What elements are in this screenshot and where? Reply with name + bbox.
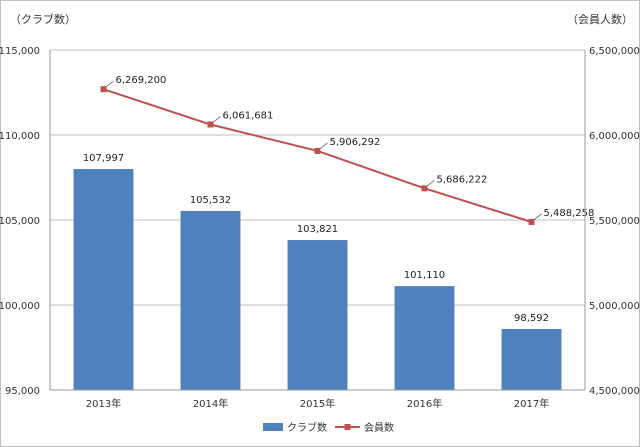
bar-data-label: 98,592 — [514, 313, 549, 324]
bar-series: 107,997 105,532 103,821 101,110 98,592 — [73, 153, 562, 390]
line-point — [100, 86, 107, 93]
leader-line — [426, 180, 435, 187]
line-point — [421, 185, 428, 192]
left-tick-label: 95,000 — [5, 386, 40, 397]
left-axis-ticks: 95,000 100,000 105,000 110,000 115,000 — [0, 46, 40, 397]
left-axis-unit-label: （クラブ数） — [10, 12, 76, 26]
right-tick-label: 6,500,000 — [589, 46, 640, 57]
line-point — [528, 218, 535, 225]
legend-label: クラブ数 — [287, 421, 327, 434]
axes — [49, 50, 586, 391]
x-tick-label: 2016年 — [407, 397, 442, 410]
series-line — [103, 88, 532, 223]
legend-swatch-bar — [263, 423, 283, 431]
x-axis-ticks: 2013年 2014年 2015年 2016年 2017年 — [86, 397, 549, 410]
leader-line — [212, 116, 221, 123]
line-point — [314, 147, 321, 154]
bar — [73, 169, 134, 390]
bar — [180, 210, 241, 390]
bar — [287, 240, 348, 390]
line-data-label: 6,269,200 — [116, 75, 167, 86]
right-tick-label: 6,000,000 — [589, 131, 640, 142]
x-tick-label: 2015年 — [300, 397, 335, 410]
leader-line — [105, 80, 114, 88]
x-tick-label: 2013年 — [86, 397, 121, 410]
right-axis-unit-label: （会員人数） — [567, 13, 633, 26]
left-tick-label: 100,000 — [0, 301, 40, 312]
bar-data-label: 105,532 — [190, 195, 231, 206]
line-data-label: 5,686,222 — [437, 174, 488, 185]
right-axis-ticks: 4,500,000 5,000,000 5,500,000 6,000,000 6,50… — [589, 46, 640, 397]
line-data-label: 5,488,258 — [544, 208, 595, 219]
right-tick-label: 5,000,000 — [589, 301, 640, 312]
bar-data-label: 107,997 — [83, 153, 124, 164]
leader-line — [319, 142, 328, 150]
left-tick-label: 105,000 — [0, 216, 40, 227]
line-data-label: 5,906,292 — [330, 137, 381, 148]
line-series: 6,269,200 6,061,681 5,906,292 5,686,222 5,48… — [100, 75, 595, 225]
line-point — [207, 121, 214, 128]
x-tick-label: 2017年 — [514, 397, 549, 410]
legend-swatch-marker — [344, 424, 351, 430]
right-tick-label: 5,500,000 — [589, 216, 640, 227]
x-tick-label: 2014年 — [193, 397, 228, 410]
bar — [501, 328, 562, 390]
legend-label: 会員数 — [364, 421, 394, 434]
bar-data-label: 103,821 — [297, 224, 338, 235]
bar-data-label: 101,110 — [404, 270, 445, 281]
right-tick-label: 4,500,000 — [589, 386, 640, 397]
legend: クラブ数 会員数 — [263, 421, 394, 434]
line-data-label: 6,061,681 — [223, 111, 274, 122]
bar — [394, 286, 455, 390]
left-tick-label: 115,000 — [0, 46, 40, 57]
leader-line — [533, 213, 542, 221]
left-tick-label: 110,000 — [0, 131, 40, 142]
